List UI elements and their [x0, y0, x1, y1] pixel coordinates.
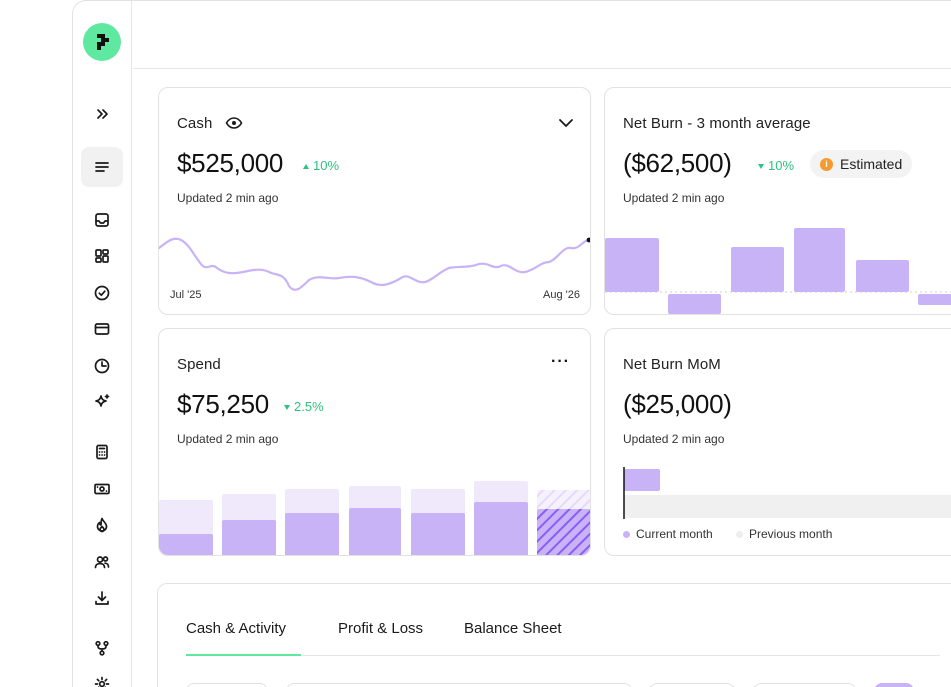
cash-icon[interactable]: [81, 473, 123, 505]
users-icon[interactable]: [81, 546, 123, 578]
cash-value: $525,000: [177, 148, 284, 178]
net-burn-mom-card[interactable]: Net Burn MoM ($25,000) Updated 2 min ago…: [604, 328, 951, 556]
net-burn-avg-delta: 10%: [758, 158, 794, 173]
bar: [411, 513, 465, 555]
spend-value: $75,250: [177, 389, 269, 419]
legend-swatch: [623, 530, 630, 538]
clock-icon[interactable]: [81, 350, 123, 382]
spend-delta: 2.5%: [284, 399, 324, 414]
net-burn-avg-card[interactable]: Net Burn - 3 month average ($62,500) 10%…: [604, 87, 951, 315]
net-burn-bar-chart: [605, 228, 951, 314]
legend-current: Current month: [623, 527, 713, 541]
eye-icon[interactable]: [225, 116, 243, 130]
tab-profit-loss[interactable]: Profit & Loss: [338, 620, 424, 637]
expand-icon[interactable]: [81, 98, 123, 130]
gear-icon[interactable]: [81, 668, 123, 687]
card-title: Spend: [177, 356, 221, 373]
bar-current: [624, 469, 660, 491]
sparkle-icon[interactable]: [81, 386, 123, 418]
bar: [222, 520, 276, 555]
logo[interactable]: [83, 23, 121, 61]
top-bar: [133, 1, 951, 69]
active-tab-indicator: [186, 654, 301, 656]
spend-bar-chart: [159, 481, 590, 555]
calculator-icon[interactable]: [81, 436, 123, 468]
flame-icon[interactable]: [81, 509, 123, 541]
net-burn-mom-value: ($25,000): [623, 389, 732, 419]
bar-forecast: [537, 509, 590, 555]
dashboard-icon[interactable]: [81, 240, 123, 272]
spend-updated: Updated 2 min ago: [177, 432, 279, 446]
net-burn-avg-updated: Updated 2 min ago: [623, 191, 725, 205]
search-input[interactable]: [286, 683, 632, 687]
filter-button[interactable]: [753, 683, 856, 687]
check-circle-icon[interactable]: [81, 277, 123, 309]
x-axis-start: Jul '25: [170, 289, 202, 301]
activity-panel: Cash & Activity Profit & Loss Balance Sh…: [157, 583, 951, 687]
latest-point: [586, 237, 590, 243]
bar: [159, 534, 213, 555]
inbox-icon[interactable]: [81, 204, 123, 236]
bar-previous: [624, 495, 951, 518]
net-burn-mom-updated: Updated 2 min ago: [623, 432, 725, 446]
chevron-down-icon[interactable]: [558, 117, 574, 129]
legend-swatch: [736, 530, 743, 538]
filter-button[interactable]: [186, 683, 268, 687]
bar: [285, 513, 339, 555]
cash-updated: Updated 2 min ago: [177, 191, 279, 205]
mom-bar-chart: [623, 467, 951, 519]
spend-card[interactable]: Spend ··· $75,250 2.5% Updated 2 min ago: [158, 328, 591, 556]
card-icon[interactable]: [81, 313, 123, 345]
down-icon: [758, 164, 764, 170]
cash-delta: 10%: [303, 158, 339, 173]
menu-icon[interactable]: [81, 147, 123, 187]
branch-icon[interactable]: [81, 632, 123, 664]
estimated-badge: i Estimated: [810, 150, 913, 178]
x-axis-end: Aug '26: [543, 289, 580, 301]
more-icon[interactable]: ···: [551, 353, 570, 370]
bar: [794, 228, 845, 292]
action-button[interactable]: [874, 683, 914, 687]
down-icon: [284, 405, 290, 411]
info-icon: i: [820, 157, 833, 171]
filter-button[interactable]: [649, 683, 735, 687]
tab-balance-sheet[interactable]: Balance Sheet: [464, 620, 562, 637]
bar: [918, 294, 951, 305]
bar: [731, 247, 784, 292]
cash-line-chart: [159, 237, 590, 291]
card-title: Cash: [177, 115, 213, 132]
download-icon[interactable]: [81, 582, 123, 614]
tab-divider: [186, 655, 940, 656]
tab-cash-activity[interactable]: Cash & Activity: [186, 620, 287, 637]
bar: [668, 294, 721, 314]
bar: [349, 508, 401, 555]
bar: [474, 502, 528, 555]
bar: [856, 260, 909, 292]
card-title: Net Burn MoM: [623, 356, 721, 373]
sidebar: [73, 1, 132, 687]
net-burn-avg-value: ($62,500): [623, 148, 732, 178]
cash-card[interactable]: Cash $525,000 10% Updated 2 min ago Jul …: [158, 87, 591, 315]
card-title: Net Burn - 3 month average: [623, 115, 811, 132]
legend-previous: Previous month: [736, 527, 832, 541]
up-icon: [303, 164, 309, 170]
brand-icon: [97, 34, 109, 50]
bar: [605, 238, 659, 292]
